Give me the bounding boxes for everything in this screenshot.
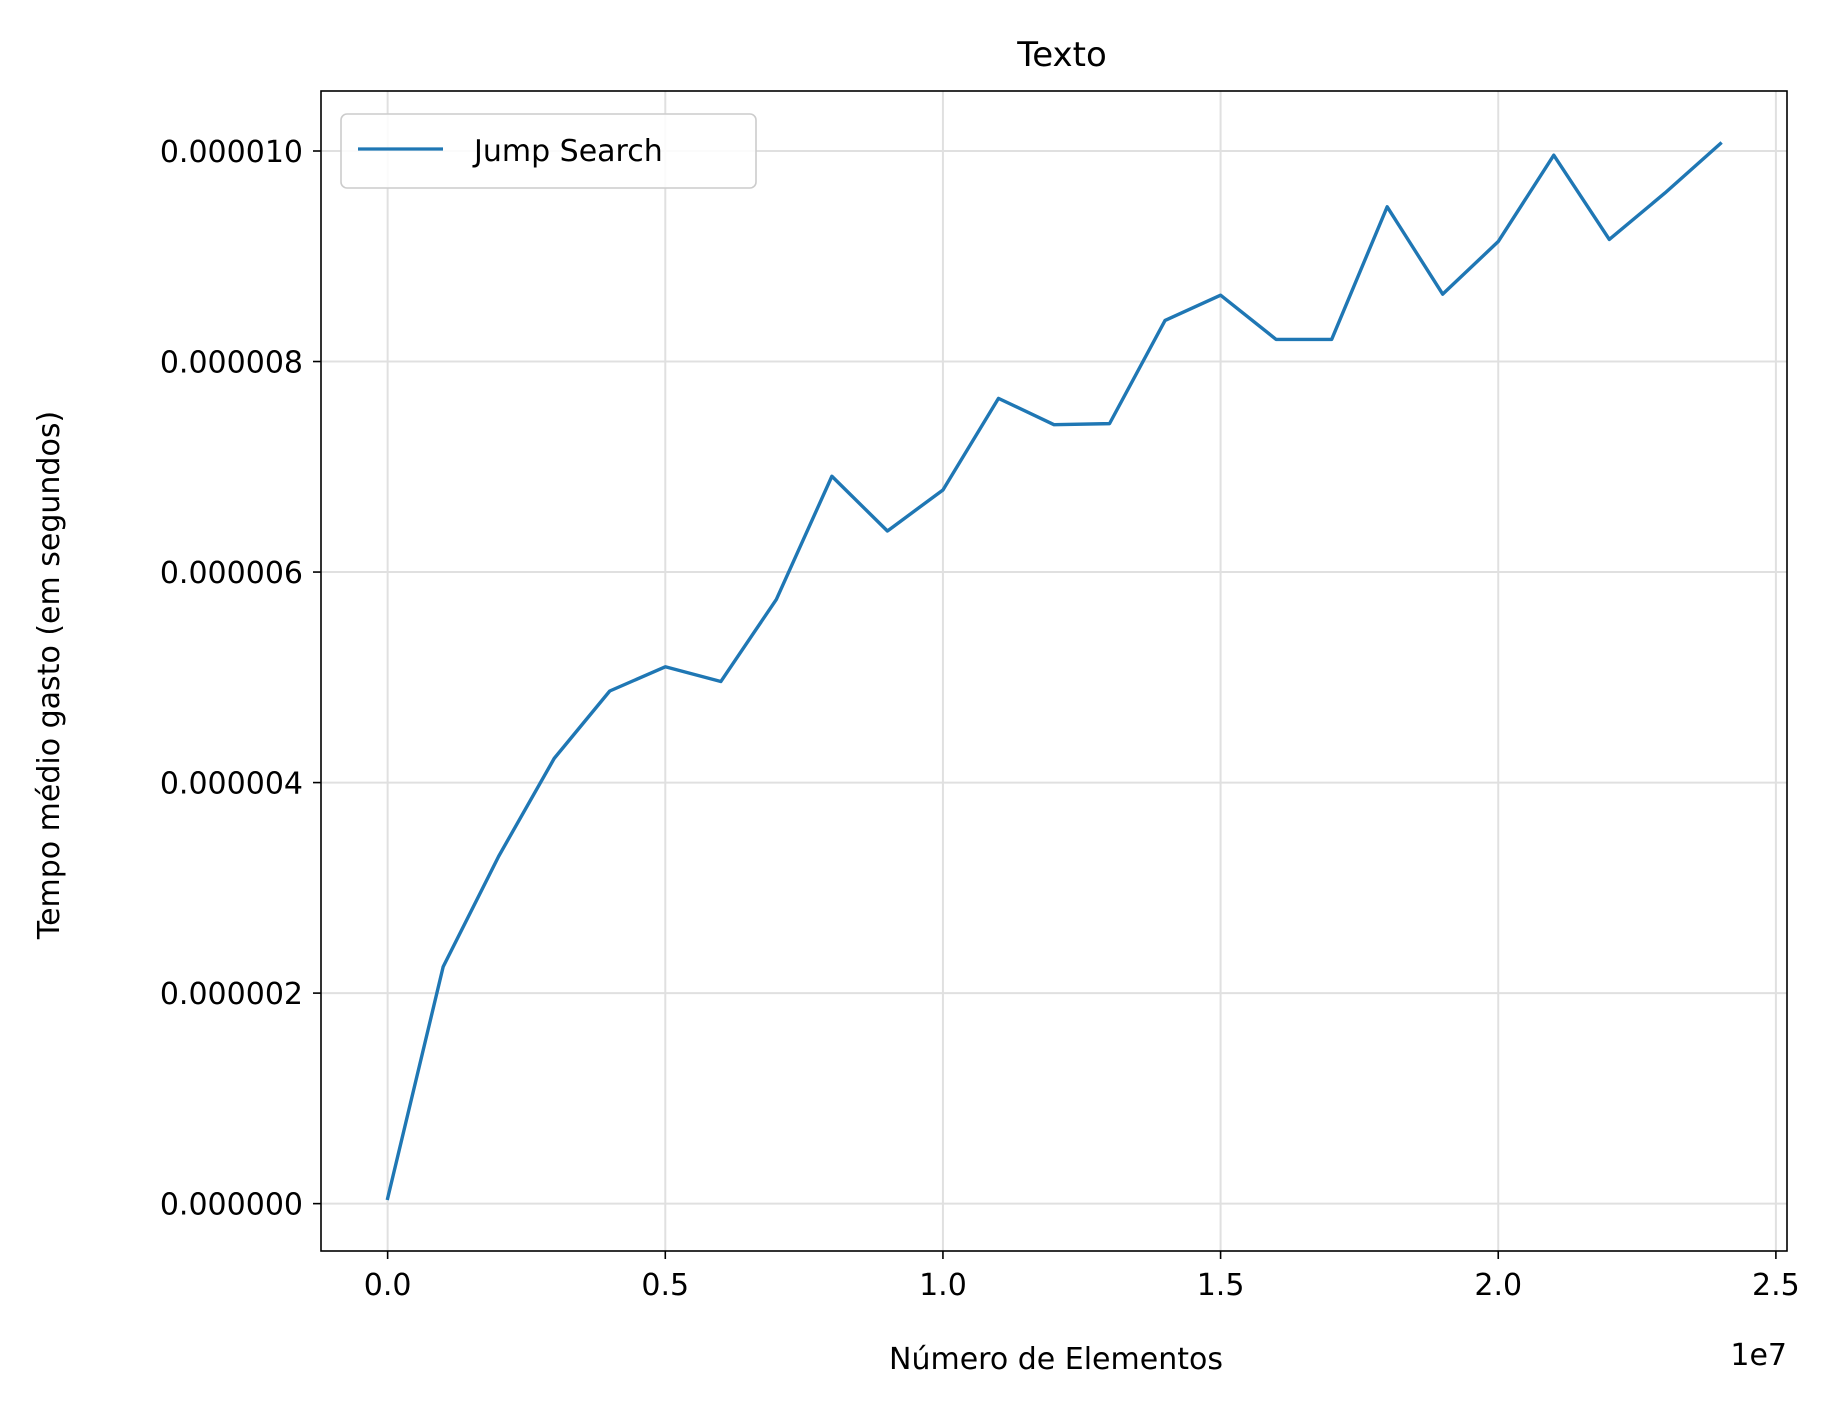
y-tick-label: 0.000010 [160,135,303,170]
legend: Jump Search [340,113,757,189]
x-tick-label: 2.0 [1474,1268,1522,1303]
y-tick-label: 0.000000 [160,1188,303,1223]
x-offset-label: 1e7 [1730,1338,1787,1373]
y-tick-label: 0.000002 [160,977,303,1012]
legend-box [340,113,757,189]
plot-frame [320,90,1788,1252]
chart-title: Texto [1016,35,1107,75]
series-line-jump-search [385,141,1723,1201]
y-tick-label: 0.000008 [160,346,303,381]
series-layer [385,141,1723,1201]
grid-layer [321,91,1787,1251]
ticks-layer: 0.0 0.5 1.0 1.5 2.0 2.5 0.000000 0.000002 0.0000… [160,135,1800,1303]
legend-label-jump-search: Jump Search [472,134,663,169]
x-tick-label: 1.5 [1197,1268,1245,1303]
x-tick-label: 0.0 [364,1268,412,1303]
x-axis-label: Número de Elementos [889,1342,1223,1377]
x-tick-label: 0.5 [641,1268,689,1303]
x-tick-label: 2.5 [1752,1268,1800,1303]
y-tick-label: 0.000004 [160,767,303,802]
y-tick-label: 0.000006 [160,556,303,591]
y-axis-label: Tempo médio gasto (em segundos) [32,411,67,940]
x-tick-label: 1.0 [919,1268,967,1303]
